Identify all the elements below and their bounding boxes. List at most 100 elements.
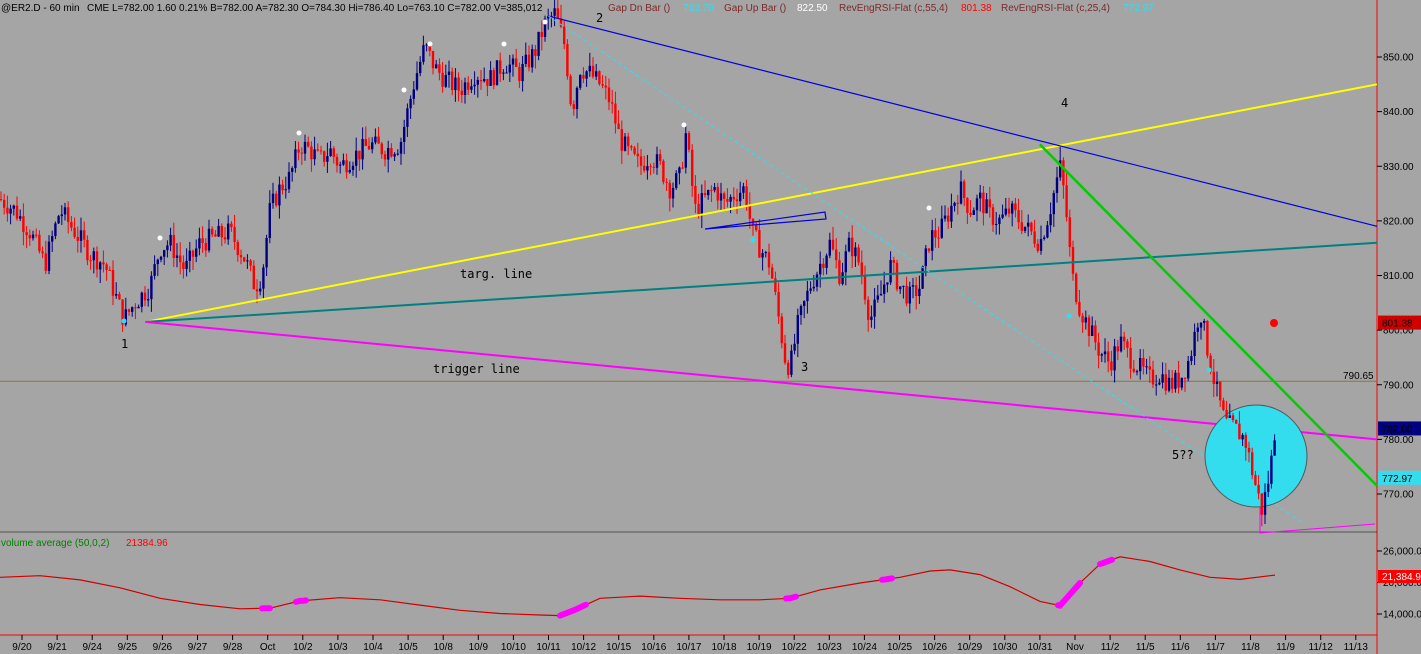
candle-body [927, 248, 931, 251]
candle-body [486, 79, 489, 86]
candle-body [355, 150, 358, 166]
candle-body [230, 223, 233, 228]
candle-body [287, 171, 291, 190]
trendline-magenta[interactable] [145, 320, 1378, 441]
candle-body [1065, 185, 1068, 218]
candle-body [457, 77, 460, 91]
candle-body [1241, 434, 1244, 440]
candle-body [1103, 351, 1107, 355]
time-tick-label: 10/15 [606, 642, 631, 653]
candle-body [307, 141, 310, 147]
trendline-green[interactable] [1039, 143, 1378, 487]
candle-body [998, 217, 1001, 224]
time-tick-label: 10/5 [398, 642, 418, 653]
candle-body [211, 228, 214, 235]
candle-body [332, 148, 335, 157]
candle-body [1011, 203, 1014, 214]
trendlines [145, 15, 1378, 522]
candle-body [73, 227, 76, 237]
candle-body [950, 205, 953, 222]
candle-body [972, 210, 975, 215]
price-tick-label: 830.00 [1383, 162, 1414, 173]
price-badge-label: 801.38 [1382, 319, 1413, 330]
candle-body [511, 58, 515, 65]
candle-body [1046, 225, 1049, 238]
candle-body [467, 82, 470, 90]
candle-body [719, 193, 723, 201]
candle-body [742, 186, 745, 193]
time-tick-label: 10/3 [328, 642, 348, 653]
candle-body [188, 250, 191, 261]
candle-body [444, 75, 447, 87]
volume-average-line [0, 556, 1276, 617]
trendline-blue[interactable] [548, 15, 1378, 227]
candle-body [566, 44, 569, 77]
candle-body [479, 79, 483, 82]
gapdn-name: Gap Dn Bar () [608, 3, 670, 14]
volume-highlight [1097, 556, 1115, 568]
candle-body [905, 285, 908, 304]
time-tick-label: 11/12 [1309, 642, 1334, 653]
blue-triangle-drawing[interactable] [704, 211, 827, 230]
candle-body [569, 76, 572, 105]
candle-body [559, 18, 563, 27]
candle-body [771, 267, 774, 279]
candle-body [662, 160, 665, 182]
candle-body [92, 251, 95, 261]
candle-body [1167, 377, 1171, 391]
candle-body [345, 160, 348, 173]
candle-body [396, 153, 399, 155]
candle-body [425, 44, 428, 46]
candle-body [585, 71, 588, 79]
candle-body [863, 276, 867, 300]
time-tick-label: Oct [260, 642, 276, 653]
candle-body [1244, 434, 1247, 448]
trendline-teal[interactable] [145, 241, 1378, 323]
candle-body [697, 203, 700, 215]
white-dot-5 [501, 41, 507, 47]
candle-body [671, 187, 675, 199]
candle-body [822, 263, 825, 268]
candle-body [892, 259, 895, 263]
price-tick-label: 790.00 [1383, 380, 1414, 391]
candle-body [422, 45, 425, 62]
candle-body [1145, 366, 1148, 368]
trigger-line-label: trigger line [433, 362, 520, 376]
candle-body [268, 203, 271, 238]
price-badge [1378, 315, 1421, 330]
candle-body [387, 147, 390, 160]
white-dot-7 [681, 122, 687, 128]
candle-body [937, 237, 940, 239]
price-tick-label: 850.00 [1383, 53, 1414, 64]
cyan-dot-3 [1066, 313, 1072, 319]
trendline-yellow[interactable] [145, 83, 1378, 323]
candle-body [899, 286, 902, 290]
candle-body [831, 239, 835, 250]
trendline-cyan-dashed[interactable] [548, 15, 1301, 522]
white-dot-6 [542, 19, 548, 25]
candle-body [707, 189, 710, 196]
candle-body [275, 193, 278, 206]
candle-body [1027, 222, 1030, 227]
candle-body [627, 136, 630, 147]
candle-body [1116, 346, 1119, 352]
magenta-short-line[interactable] [1259, 490, 1376, 534]
candle-body [1097, 342, 1100, 356]
candle-body [902, 285, 905, 287]
candle-body [329, 148, 332, 157]
candle-body [1001, 214, 1004, 218]
candle-body [895, 262, 899, 290]
highlight-circle[interactable] [1204, 404, 1308, 508]
volume-avg-value: 21384.96 [126, 538, 168, 549]
candle-body [1007, 208, 1011, 214]
candle-body [1212, 371, 1215, 384]
time-tick-label: 10/8 [433, 642, 453, 653]
candle-body [934, 230, 937, 238]
candle-body [1199, 322, 1203, 328]
candle-body [508, 64, 511, 73]
candle-body [1014, 203, 1017, 211]
candle-body [739, 192, 742, 202]
time-tick-label: 10/4 [363, 642, 383, 653]
candle-body [390, 147, 393, 157]
